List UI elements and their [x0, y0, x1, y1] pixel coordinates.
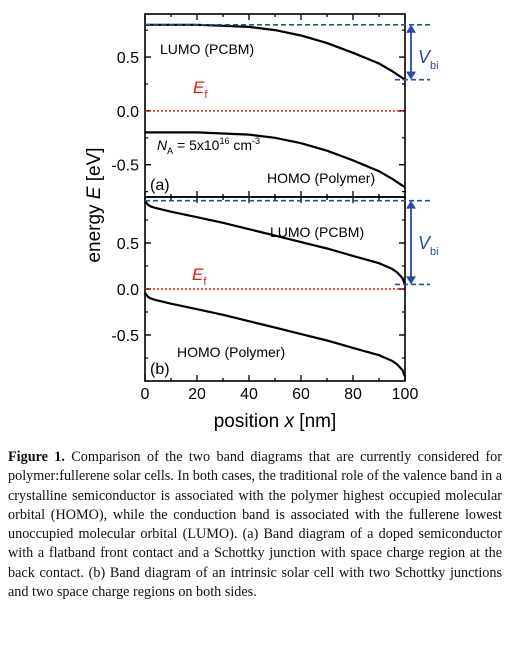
band-diagram-figure: -0.5 0.0 0.5 -0.5 0.0 0.5 0 20 40 60 80 100 (a) (b)…	[84, 13, 439, 432]
panel-b-series-lumo-pcbm-	[144, 200, 407, 285]
panel-b-vbi-label: Vbi	[418, 233, 439, 258]
panel-b-xtick-label: 20	[188, 386, 206, 403]
panel-b-xtick-label: 80	[344, 386, 362, 403]
panel-b-ytick-label: 0.0	[117, 282, 139, 299]
y-axis-title: energy E [eV]	[84, 147, 105, 262]
panel-a-fermi-label: Ef	[193, 78, 208, 101]
panel-a-vbi-arrow-head-bottom	[406, 71, 416, 80]
panel-a-ytick-label: -0.5	[111, 158, 139, 175]
panel-b-lumo-label: LUMO (PCBM)	[270, 224, 364, 240]
panel-b-vbi-arrow-head-bottom	[406, 276, 416, 285]
panel-b-homo-label: HOMO (Polymer)	[177, 344, 285, 360]
panel-b-fermi-label: Ef	[192, 265, 207, 288]
panel-a-vbi-label: Vbi	[418, 47, 439, 72]
panel-a-doping-label: NA = 5x1016 cm-3	[157, 136, 260, 156]
panel-a-series-homo-polymer-	[145, 131, 406, 189]
panel-b-ytick-label: 0.5	[117, 236, 139, 253]
panel-b-vbi-arrow-head-top	[406, 200, 416, 209]
panel-a-ytick-label: 0.0	[117, 104, 139, 121]
panel-a-homo-label: HOMO (Polymer)	[267, 170, 375, 186]
panel-b-label: (b)	[150, 361, 170, 378]
panel-b-ytick-label: -0.5	[111, 328, 139, 345]
panel-a-ytick-label: 0.5	[117, 50, 139, 67]
panel-b-xtick-label: 0	[141, 386, 150, 403]
panel-b-xtick-label: 100	[392, 386, 419, 403]
panel-b-xtick-label: 40	[240, 386, 258, 403]
panel-a-vbi-arrow-head-top	[406, 24, 416, 33]
panel-a-lumo-label: LUMO (PCBM)	[160, 41, 254, 57]
figure-caption: Figure 1. Comparison of the two band dia…	[8, 448, 502, 602]
panel-a-series-lumo-pcbm-	[145, 23, 406, 81]
caption-lead: Figure 1.	[8, 449, 65, 465]
panel-a-label: (a)	[150, 177, 170, 194]
panel-b-xtick-label: 60	[292, 386, 310, 403]
x-axis-title: position x [nm]	[214, 411, 337, 432]
caption-text: Comparison of the two band diagrams that…	[8, 449, 503, 601]
panel-b-series-homo-polymer-	[144, 292, 407, 377]
